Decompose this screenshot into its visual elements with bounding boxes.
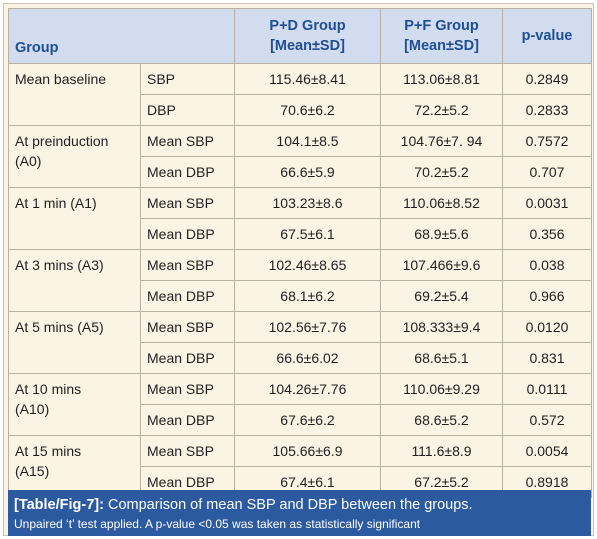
pd-value-cell: 104.26±7.76 bbox=[234, 373, 381, 405]
measure-cell: SBP bbox=[140, 63, 235, 95]
pd-value-cell: 102.56±7.76 bbox=[234, 311, 381, 343]
pd-header-line1: P+D Group bbox=[269, 18, 346, 34]
pd-value-cell: 70.6±6.2 bbox=[234, 94, 381, 126]
group-label-line2: (A15) bbox=[15, 463, 50, 479]
group-label-line1: At 10 mins bbox=[15, 381, 82, 397]
group-cell: At 10 mins (A10) bbox=[8, 373, 141, 436]
pd-value-cell: 105.66±6.9 bbox=[234, 435, 381, 467]
p-value-cell: 0.038 bbox=[502, 249, 592, 281]
measure-cell: Mean DBP bbox=[140, 342, 235, 374]
table-row: At 3 mins (A3) Mean SBP 102.46±8.65 107.… bbox=[8, 249, 592, 312]
table-row: Mean DBP 67.6±6.2 68.6±5.2 0.572 bbox=[9, 404, 592, 436]
pf-value-cell: 107.466±9.6 bbox=[380, 249, 503, 281]
pf-value-cell: 113.06±8.81 bbox=[380, 63, 503, 95]
table-caption: [Table/Fig-7]: Comparison of mean SBP an… bbox=[8, 490, 591, 536]
table-row: Mean DBP 67.5±6.1 68.9±5.6 0.356 bbox=[9, 218, 592, 250]
table-row: At 5 mins (A5) Mean SBP 102.56±7.76 108.… bbox=[8, 311, 592, 374]
pd-value-cell: 66.6±5.9 bbox=[234, 156, 381, 188]
group-cell: At 15 mins (A15) bbox=[8, 435, 141, 498]
p-value-cell: 0.707 bbox=[502, 156, 592, 188]
column-header-pf: P+F Group [Mean±SD] bbox=[380, 8, 503, 64]
pf-value-cell: 110.06±9.29 bbox=[380, 373, 503, 405]
measure-cell: Mean DBP bbox=[140, 156, 235, 188]
measure-cell: Mean SBP bbox=[140, 311, 235, 343]
p-value-cell: 0.0120 bbox=[502, 311, 592, 343]
table-row: DBP 70.6±6.2 72.2±5.2 0.2833 bbox=[9, 94, 592, 126]
measure-cell: Mean DBP bbox=[140, 218, 235, 250]
pf-value-cell: 70.2±5.2 bbox=[380, 156, 503, 188]
table-header-row: Group P+D Group [Mean±SD] P+F Group [Mea… bbox=[8, 8, 592, 64]
pf-value-cell: 68.9±5.6 bbox=[380, 218, 503, 250]
table-row: Mean DBP 66.6±6.02 68.6±5.1 0.831 bbox=[9, 342, 592, 374]
p-value-cell: 0.966 bbox=[502, 280, 592, 312]
table-figure: Group P+D Group [Mean±SD] P+F Group [Mea… bbox=[3, 3, 594, 536]
pd-value-cell: 67.5±6.1 bbox=[234, 218, 381, 250]
table-row: Mean DBP 66.6±5.9 70.2±5.2 0.707 bbox=[9, 156, 592, 188]
measure-cell: Mean SBP bbox=[140, 187, 235, 219]
p-value-cell: 0.356 bbox=[502, 218, 592, 250]
pd-value-cell: 66.6±6.02 bbox=[234, 342, 381, 374]
p-value-cell: 0.0054 bbox=[502, 435, 592, 467]
group-cell: At 3 mins (A3) bbox=[8, 249, 141, 312]
group-label-line2: (A10) bbox=[15, 401, 50, 417]
caption-note: Unpaired ‘t’ test applied. A p-value <0.… bbox=[14, 517, 421, 531]
table-row: Mean baseline SBP 115.46±8.41 113.06±8.8… bbox=[8, 63, 592, 126]
pf-value-cell: 110.06±8.52 bbox=[380, 187, 503, 219]
pf-value-cell: 68.6±5.1 bbox=[380, 342, 503, 374]
pd-value-cell: 67.6±6.2 bbox=[234, 404, 381, 436]
p-value-cell: 0.831 bbox=[502, 342, 592, 374]
data-table: Group P+D Group [Mean±SD] P+F Group [Mea… bbox=[8, 8, 592, 498]
pf-value-cell: 108.333±9.4 bbox=[380, 311, 503, 343]
p-value-cell: 0.0111 bbox=[502, 373, 592, 405]
table-row: At 10 mins (A10) Mean SBP 104.26±7.76 11… bbox=[8, 373, 592, 436]
pf-header-line2: [Mean±SD] bbox=[404, 38, 479, 54]
p-value-cell: 0.0031 bbox=[502, 187, 592, 219]
group-label-line1: At 1 min (A1) bbox=[15, 195, 97, 211]
group-label-line1: Mean baseline bbox=[15, 71, 107, 87]
p-value-cell: 0.2833 bbox=[502, 94, 592, 126]
pd-value-cell: 104.1±8.5 bbox=[234, 125, 381, 157]
pd-value-cell: 103.23±8.6 bbox=[234, 187, 381, 219]
pf-value-cell: 72.2±5.2 bbox=[380, 94, 503, 126]
table-row: Mean DBP 68.1±6.2 69.2±5.4 0.966 bbox=[9, 280, 592, 312]
column-header-group: Group bbox=[8, 8, 235, 64]
group-label-line1: At preinduction bbox=[15, 133, 109, 149]
group-cell: At 1 min (A1) bbox=[8, 187, 141, 250]
p-value-cell: 0.572 bbox=[502, 404, 592, 436]
group-cell: At preinduction (A0) bbox=[8, 125, 141, 188]
caption-title-line: [Table/Fig-7]: Comparison of mean SBP an… bbox=[14, 495, 585, 515]
pd-value-cell: 115.46±8.41 bbox=[234, 63, 381, 95]
pf-value-cell: 111.6±8.9 bbox=[380, 435, 503, 467]
table-row: At 1 min (A1) Mean SBP 103.23±8.6 110.06… bbox=[8, 187, 592, 250]
pd-value-cell: 68.1±6.2 bbox=[234, 280, 381, 312]
pf-value-cell: 104.76±7. 94 bbox=[380, 125, 503, 157]
measure-cell: Mean SBP bbox=[140, 249, 235, 281]
p-value-cell: 0.2849 bbox=[502, 63, 592, 95]
measure-cell: Mean DBP bbox=[140, 404, 235, 436]
pf-value-cell: 68.6±5.2 bbox=[380, 404, 503, 436]
group-label-line1: At 5 mins (A5) bbox=[15, 319, 104, 335]
caption-label: [Table/Fig-7]: bbox=[14, 497, 104, 513]
pf-header-line1: P+F Group bbox=[404, 18, 479, 34]
measure-cell: Mean SBP bbox=[140, 435, 235, 467]
group-cell: Mean baseline bbox=[8, 63, 141, 126]
pd-value-cell: 102.46±8.65 bbox=[234, 249, 381, 281]
pd-header-line2: [Mean±SD] bbox=[270, 38, 345, 54]
measure-cell: Mean SBP bbox=[140, 373, 235, 405]
group-label-line1: At 15 mins bbox=[15, 443, 82, 459]
group-label-line1: At 3 mins (A3) bbox=[15, 257, 104, 273]
table-row: At 15 mins (A15) Mean SBP 105.66±6.9 111… bbox=[8, 435, 592, 498]
group-label-line2: (A0) bbox=[15, 153, 42, 169]
measure-cell: DBP bbox=[140, 94, 235, 126]
group-cell: At 5 mins (A5) bbox=[8, 311, 141, 374]
pf-value-cell: 69.2±5.4 bbox=[380, 280, 503, 312]
measure-cell: Mean SBP bbox=[140, 125, 235, 157]
table-row: At preinduction (A0) Mean SBP 104.1±8.5 … bbox=[8, 125, 592, 188]
column-header-pvalue: p-value bbox=[502, 8, 592, 64]
p-value-cell: 0.7572 bbox=[502, 125, 592, 157]
measure-cell: Mean DBP bbox=[140, 280, 235, 312]
column-header-pd: P+D Group [Mean±SD] bbox=[234, 8, 381, 64]
caption-title: Comparison of mean SBP and DBP between t… bbox=[103, 497, 473, 513]
